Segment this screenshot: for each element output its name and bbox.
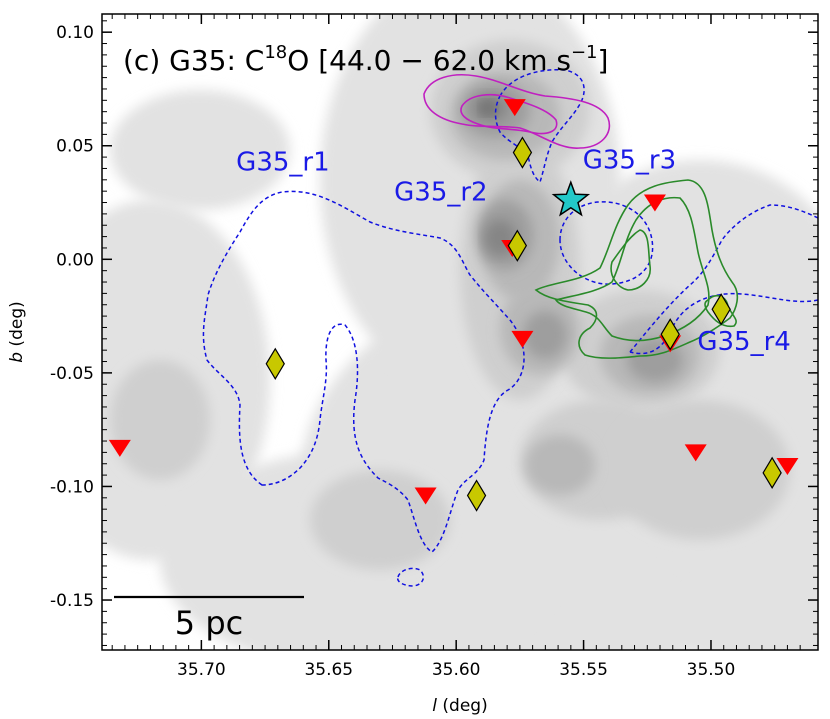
x-tick-label: 35.50 — [687, 660, 736, 680]
hmsc-triangle-1 — [503, 99, 526, 117]
source-diamond-7 — [466, 479, 487, 512]
title-part-2: O [44.0 − 62.0 km s — [287, 44, 571, 77]
y-tick-label: 0.00 — [56, 250, 94, 270]
region-label-3: G35_r3 — [583, 145, 676, 175]
source-diamond-2 — [507, 229, 528, 262]
y-axis-label: b (deg) — [7, 301, 27, 363]
g35-r3-outline — [559, 201, 654, 285]
hmsc-triangle-2 — [643, 194, 666, 212]
source-diamond-3 — [265, 347, 285, 380]
contour-layer — [202, 69, 818, 587]
source-diamond-1 — [512, 136, 533, 169]
source-diamond-5 — [711, 293, 731, 326]
hmsc-triangle-7 — [776, 458, 799, 476]
hmsc-triangle-6 — [684, 444, 707, 462]
source-diamond-6 — [762, 456, 782, 489]
panel-title: (c) G35: C18O [44.0 − 62.0 km s−1] — [123, 42, 608, 77]
emission-blob-11 — [310, 470, 450, 570]
region-labels: G35_r1 G35_r2 G35_r3 G35_r4 — [236, 145, 791, 357]
x-tick-label: 35.65 — [304, 660, 353, 680]
markers-layer — [108, 99, 799, 512]
y-axis-label-text: (deg) — [7, 301, 27, 352]
x-axis-label: l (deg) — [432, 696, 487, 716]
hmsc-triangle-4 — [511, 330, 534, 348]
y-tick-label: 0.10 — [56, 23, 94, 43]
emission-blob-7 — [680, 560, 818, 650]
green-contour-inner — [610, 229, 651, 291]
y-axis-label-italic: b — [7, 352, 27, 363]
emission-blob-13 — [610, 400, 790, 540]
c18o-emission-contours — [102, 14, 818, 650]
y-tick-label: 0.05 — [56, 137, 94, 157]
x-tick-label: 35.70 — [177, 660, 226, 680]
star-marker — [551, 180, 591, 217]
region-label-1: G35_r1 — [236, 148, 329, 178]
x-axis-label-text: (deg) — [437, 696, 488, 716]
y-tick-label: -0.05 — [50, 364, 94, 384]
title-part-1: (c) G35: C — [123, 44, 264, 77]
x-tick-label: 35.60 — [432, 660, 481, 680]
magenta-contour-outer — [423, 74, 611, 149]
emission-blob-14 — [110, 360, 210, 480]
emission-blob-22 — [523, 311, 567, 359]
title-part-3: ] — [598, 44, 609, 77]
y-tick-label: -0.15 — [50, 591, 94, 611]
g35-r1-small-loop — [396, 567, 425, 587]
region-label-4: G35_r4 — [697, 327, 790, 357]
g35-r4-outline — [629, 204, 818, 355]
title-superscript-2: −1 — [571, 42, 598, 63]
emission-blob-6 — [110, 90, 290, 210]
region-label-2: G35_r2 — [394, 177, 487, 207]
x-axis-label-italic: l — [432, 696, 437, 716]
axes: 35.70 35.65 35.60 35.55 35.50 0.10 0.05 0.00 -0.… — [50, 13, 819, 680]
plot-frame — [101, 13, 819, 651]
magenta-contour-inner — [460, 93, 558, 135]
green-contour-mid — [554, 196, 710, 342]
y-tick-label: -0.10 — [50, 477, 94, 497]
x-tick-label: 35.55 — [559, 660, 608, 680]
g35-r2-outline — [494, 69, 585, 184]
scale-bar-label: 5 pc — [175, 604, 243, 642]
g35-r1-outline — [202, 190, 525, 553]
hmsc-triangle-9 — [108, 439, 131, 457]
hmsc-triangle-8 — [414, 487, 437, 505]
source-diamond-4 — [660, 318, 680, 351]
title-superscript-1: 18 — [264, 42, 287, 63]
emission-blob-26 — [480, 101, 496, 115]
emission-blob-19 — [525, 435, 595, 495]
